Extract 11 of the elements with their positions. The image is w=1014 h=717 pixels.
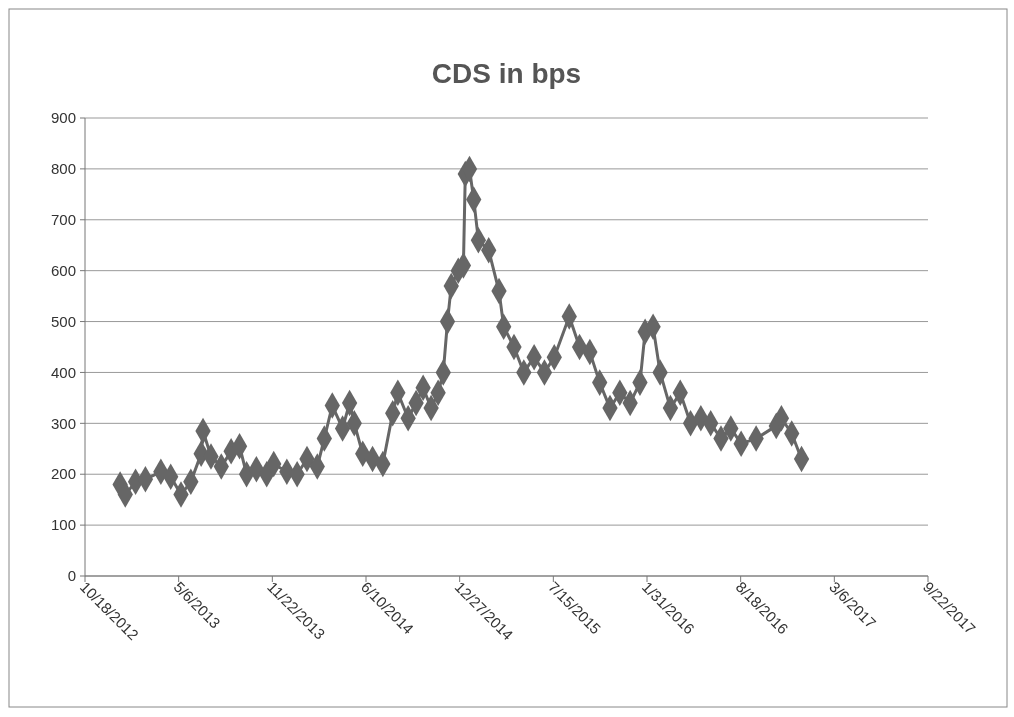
y-tick-label: 700 (50, 211, 76, 229)
y-tick-label: 900 (50, 109, 76, 127)
y-tick-label: 200 (50, 465, 76, 483)
y-tick-label: 100 (50, 516, 76, 534)
y-tick-label: 800 (50, 160, 76, 178)
y-tick-label: 600 (50, 261, 76, 279)
y-tick-label: 0 (67, 567, 76, 585)
y-tick-label: 400 (50, 363, 76, 381)
chart-title: CDS in bps (431, 58, 582, 89)
y-tick-label: 500 (50, 312, 76, 330)
y-tick-label: 300 (50, 414, 76, 432)
